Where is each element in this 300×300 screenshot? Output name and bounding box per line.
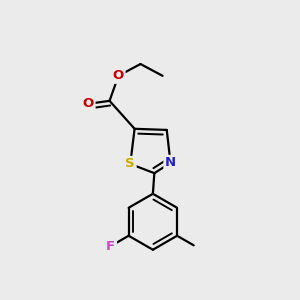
- Text: O: O: [83, 97, 94, 110]
- Text: S: S: [125, 158, 135, 170]
- Text: N: N: [165, 156, 176, 170]
- Text: O: O: [113, 69, 124, 82]
- Text: F: F: [106, 240, 116, 253]
